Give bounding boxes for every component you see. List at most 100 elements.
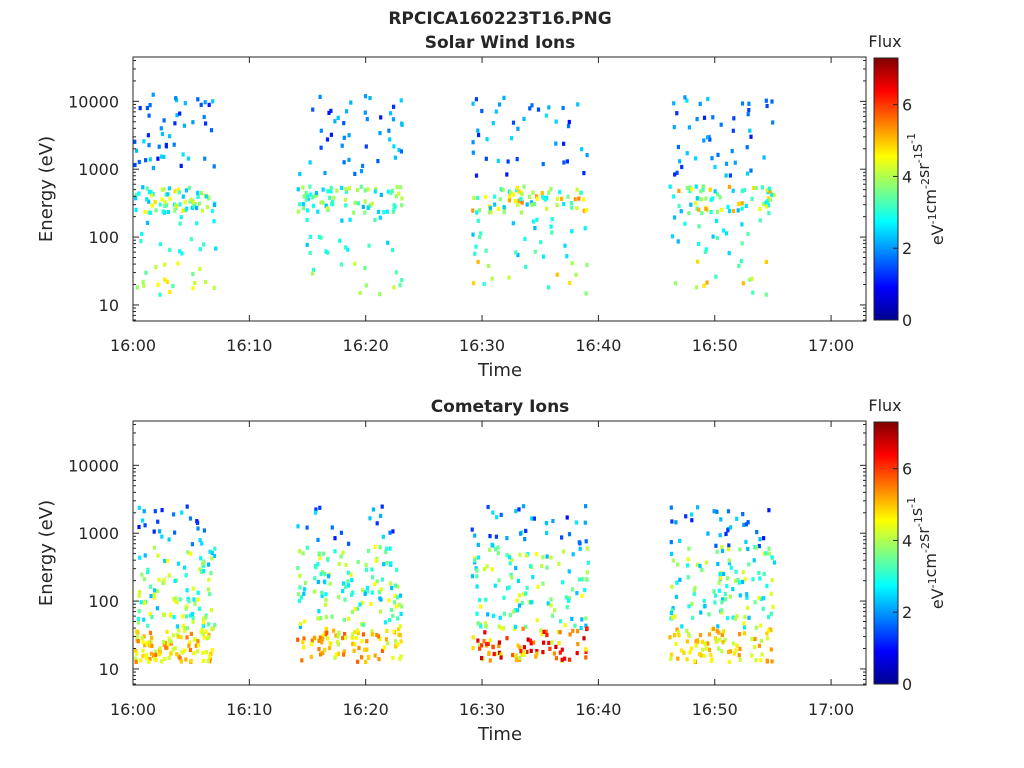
flux-cell: [175, 113, 179, 118]
flux-cell: [713, 164, 717, 170]
flux-cell: [314, 191, 318, 196]
flux-cell: [687, 604, 691, 609]
flux-cell: [755, 530, 759, 535]
flux-cell: [147, 643, 151, 648]
flux-cell: [158, 242, 163, 247]
flux-cell: [694, 184, 698, 189]
flux-cell: [700, 639, 705, 644]
flux-cell: [685, 639, 689, 644]
flux-cell: [727, 558, 731, 563]
flux-cell: [727, 561, 731, 566]
flux-cell: [701, 647, 705, 652]
flux-cell: [525, 585, 529, 591]
flux-cell: [480, 108, 484, 114]
flux-cell: [511, 120, 516, 125]
flux-cell: [709, 197, 713, 202]
flux-cell: [758, 537, 762, 542]
flux-cell: [545, 206, 549, 211]
flux-cell: [768, 197, 772, 202]
flux-cell: [497, 102, 502, 107]
flux-cell: [750, 653, 754, 658]
flux-cell: [202, 559, 206, 564]
flux-cell: [197, 606, 202, 611]
flux-cell: [585, 262, 589, 268]
flux-cell: [482, 566, 487, 572]
flux-cell: [560, 657, 564, 662]
flux-cell: [545, 530, 549, 536]
flux-cell: [745, 595, 749, 600]
flux-cell: [586, 560, 590, 565]
flux-cell: [555, 196, 559, 201]
flux-cell: [328, 646, 332, 651]
flux-cell: [746, 546, 750, 552]
flux-cell: [395, 185, 399, 190]
flux-cell: [210, 627, 214, 632]
flux-cell: [695, 562, 700, 567]
flux-cell: [767, 211, 771, 216]
flux-cell: [758, 206, 762, 212]
flux-cell: [759, 658, 763, 663]
flux-cell: [474, 244, 478, 249]
flux-cell: [194, 643, 198, 648]
flux-cell: [305, 193, 309, 198]
flux-cell: [149, 584, 153, 589]
flux-cell: [494, 534, 498, 539]
flux-cell: [555, 272, 559, 277]
flux-cell: [183, 628, 187, 634]
flux-cell: [487, 263, 491, 269]
flux-cell: [540, 564, 544, 569]
flux-cell: [557, 561, 561, 566]
flux-cell: [388, 137, 392, 142]
flux-cell: [563, 243, 567, 248]
flux-cell: [298, 202, 302, 207]
flux-cell: [150, 643, 154, 648]
flux-cell: [510, 557, 514, 562]
flux-cell: [738, 547, 742, 552]
flux-cell: [317, 234, 321, 240]
colorbar-label: eV-1cm-2sr-1s-1: [905, 133, 947, 245]
flux-cell: [734, 648, 738, 653]
flux-cell: [191, 586, 195, 591]
flux-cell: [399, 98, 403, 103]
flux-cell: [388, 530, 392, 535]
flux-cell: [742, 631, 747, 636]
flux-cell: [347, 133, 351, 138]
flux-cell: [188, 516, 193, 521]
flux-cell: [398, 602, 402, 607]
plot-frame: [132, 420, 867, 686]
flux-cell: [330, 525, 334, 530]
flux-cell: [715, 629, 719, 634]
flux-cell: [514, 657, 518, 662]
flux-cell: [339, 554, 343, 559]
flux-cell: [541, 254, 546, 259]
flux-cell: [360, 588, 365, 593]
flux-cell: [675, 627, 679, 632]
flux-cell: [691, 615, 695, 620]
flux-cell: [695, 196, 699, 201]
flux-cell: [484, 248, 488, 253]
flux-cell: [685, 185, 689, 191]
flux-cell: [167, 186, 171, 191]
flux-cell: [391, 529, 395, 534]
flux-cell: [319, 145, 323, 150]
flux-cell: [184, 573, 188, 578]
flux-cell: [204, 194, 208, 199]
flux-cell: [707, 632, 712, 637]
flux-cell: [731, 128, 735, 133]
flux-cell: [356, 628, 360, 633]
flux-cell: [379, 597, 383, 602]
flux-cell: [346, 570, 350, 575]
flux-cell: [713, 600, 717, 605]
flux-cell: [497, 578, 501, 583]
flux-cell: [559, 619, 563, 624]
flux-cell: [185, 504, 189, 509]
flux-cell: [764, 204, 768, 209]
flux-cell: [698, 101, 702, 106]
flux-cell: [387, 598, 391, 603]
flux-cell: [302, 636, 306, 641]
flux-cell: [360, 622, 364, 627]
flux-cell: [197, 201, 202, 206]
flux-cell: [347, 541, 351, 546]
flux-cell: [334, 652, 338, 657]
flux-cell: [143, 643, 147, 648]
